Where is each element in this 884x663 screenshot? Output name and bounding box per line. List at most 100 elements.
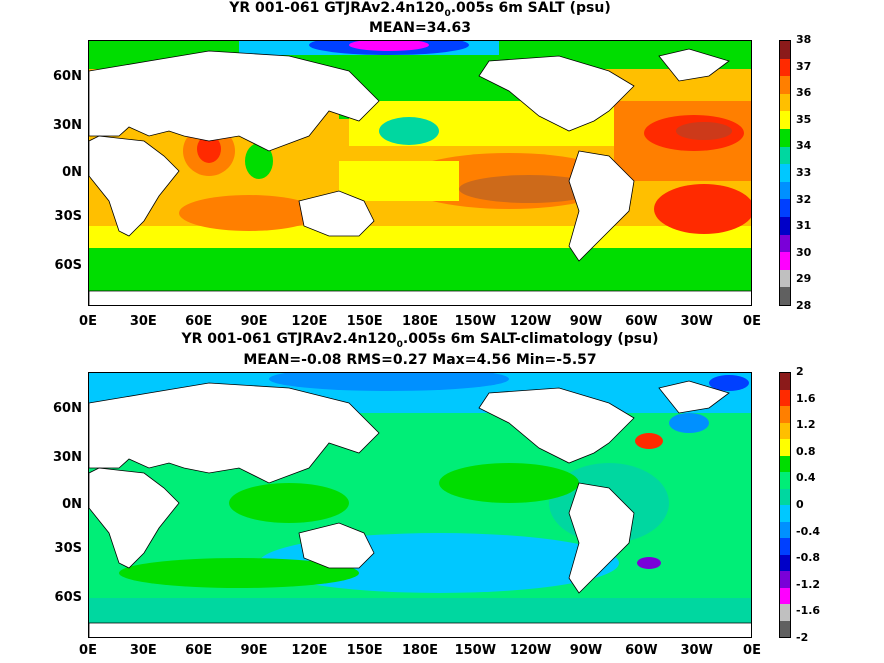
colorbar-swatch bbox=[780, 538, 790, 555]
top-colorbar-label: 33 bbox=[796, 166, 812, 179]
bottom-title: YR 001-061 GTJRAv2.4n1200.005s 6m SALT-c… bbox=[0, 331, 840, 354]
top-lat-label: 30N bbox=[53, 118, 82, 133]
bottom-title-subscript: 0 bbox=[396, 339, 403, 350]
colorbar-swatch bbox=[780, 505, 790, 522]
top-colorbar-label: 32 bbox=[796, 192, 812, 206]
colorbar-swatch bbox=[780, 422, 790, 439]
colorbar-swatch bbox=[780, 439, 790, 456]
colorbar-swatch bbox=[780, 287, 790, 305]
top-lon-label: 60W bbox=[625, 314, 658, 329]
bottom-lon-label: 60W bbox=[625, 643, 658, 658]
colorbar-swatch bbox=[780, 76, 790, 94]
bottom-lon-label: 150E bbox=[346, 643, 383, 658]
colorbar-swatch bbox=[780, 554, 790, 571]
colorbar-swatch bbox=[780, 164, 790, 182]
bottom-lat-label: 0N bbox=[62, 497, 82, 512]
top-colorbar-label: 38 bbox=[796, 33, 812, 46]
bottom-colorbar-label: 0 bbox=[796, 498, 804, 511]
bottom-difference-field bbox=[89, 373, 751, 637]
top-lon-label: 180E bbox=[401, 314, 439, 329]
bottom-lat-label: 30S bbox=[54, 541, 82, 556]
bottom-colorbar-label: -0.4 bbox=[796, 524, 821, 538]
top-colorbar-label: 29 bbox=[796, 272, 812, 286]
top-colorbar-label: 28 bbox=[796, 299, 812, 312]
colorbar-swatch bbox=[780, 216, 790, 235]
colorbar-swatch bbox=[780, 146, 790, 165]
top-lat-label: 30S bbox=[54, 209, 82, 224]
bottom-colorbar-label: -1.2 bbox=[796, 577, 821, 591]
top-title-text: YR 001-061 GTJRAv2.4n120 bbox=[229, 0, 445, 16]
bottom-colorbar-label: 1.2 bbox=[796, 418, 816, 432]
bottom-lat-label: 30N bbox=[53, 450, 82, 465]
top-lat-label: 60N bbox=[53, 69, 82, 84]
top-colorbar-label: 30 bbox=[796, 245, 812, 259]
colorbar-swatch bbox=[780, 571, 790, 588]
top-title-subscript: 0 bbox=[444, 8, 451, 19]
colorbar-swatch bbox=[780, 587, 790, 604]
bottom-title-text-end: .005s 6m SALT-climatology (psu) bbox=[402, 331, 659, 347]
top-lat-label: 60S bbox=[54, 258, 82, 273]
top-colorbar-label: 34 bbox=[796, 139, 812, 153]
top-lon-label: 120E bbox=[291, 314, 328, 329]
bottom-map bbox=[88, 372, 752, 638]
colorbar-swatch bbox=[780, 620, 790, 637]
top-colorbar-label: 36 bbox=[796, 86, 812, 100]
bottom-lon-label: 90W bbox=[569, 643, 603, 658]
top-lon-label: 60E bbox=[185, 314, 213, 329]
top-lon-label: 0E bbox=[743, 314, 761, 329]
bottom-title-text: YR 001-061 GTJRAv2.4n120 bbox=[181, 331, 397, 347]
bottom-colorbar bbox=[779, 372, 791, 638]
bottom-colorbar-label: 0.8 bbox=[796, 444, 816, 458]
top-lat-label: 0N bbox=[62, 165, 82, 180]
top-map bbox=[88, 40, 752, 306]
bottom-colorbar-label: 1.6 bbox=[796, 391, 816, 405]
bottom-lat-label: 60N bbox=[53, 401, 82, 416]
colorbar-swatch bbox=[780, 455, 790, 472]
colorbar-swatch bbox=[780, 128, 790, 147]
bottom-colorbar-label: 0.4 bbox=[796, 471, 816, 485]
bottom-lon-label: 150W bbox=[454, 643, 497, 658]
colorbar-swatch bbox=[780, 199, 790, 217]
colorbar-swatch bbox=[780, 488, 790, 505]
top-lon-label: 30E bbox=[129, 314, 157, 329]
top-colorbar-label: 35 bbox=[796, 112, 812, 126]
colorbar-swatch bbox=[780, 604, 790, 621]
top-lon-label: 30W bbox=[680, 314, 713, 329]
bottom-lon-label: 0E bbox=[743, 643, 761, 658]
bottom-lon-label: 60E bbox=[185, 643, 213, 658]
bottom-lon-label: 30W bbox=[680, 643, 713, 658]
top-lon-label: 0E bbox=[79, 314, 97, 329]
colorbar-swatch bbox=[780, 521, 790, 538]
top-colorbar-label: 31 bbox=[796, 219, 812, 233]
colorbar-swatch bbox=[780, 41, 790, 59]
bottom-lon-label: 90E bbox=[240, 643, 268, 658]
top-lon-label: 90W bbox=[569, 314, 603, 329]
bottom-colorbar-label: 2 bbox=[796, 365, 804, 378]
bottom-lon-label: 120E bbox=[291, 643, 328, 658]
top-lon-label: 90E bbox=[240, 314, 268, 329]
top-stats: MEAN=34.63 bbox=[368, 20, 472, 36]
colorbar-swatch bbox=[780, 252, 790, 270]
top-salinity-field bbox=[89, 41, 751, 305]
bottom-stats: MEAN=-0.08 RMS=0.27 Max=4.56 Min=-5.57 bbox=[243, 352, 597, 368]
colorbar-swatch bbox=[780, 181, 790, 200]
bottom-colorbar-label: -1.6 bbox=[796, 604, 821, 618]
top-colorbar-label: 37 bbox=[796, 59, 812, 73]
top-lon-label: 150E bbox=[346, 314, 383, 329]
colorbar-swatch bbox=[780, 93, 790, 112]
colorbar-swatch bbox=[780, 111, 790, 129]
bottom-colorbar-label: -2 bbox=[796, 631, 809, 644]
bottom-lon-label: 180E bbox=[401, 643, 439, 658]
bottom-lat-label: 60S bbox=[54, 590, 82, 605]
top-lon-label: 120W bbox=[509, 314, 552, 329]
top-colorbar bbox=[779, 40, 791, 306]
colorbar-swatch bbox=[780, 234, 790, 253]
bottom-lon-label: 120W bbox=[509, 643, 552, 658]
bottom-lon-label: 0E bbox=[79, 643, 97, 658]
colorbar-swatch bbox=[780, 406, 790, 423]
colorbar-swatch bbox=[780, 472, 790, 489]
top-lon-label: 150W bbox=[454, 314, 497, 329]
colorbar-swatch bbox=[780, 373, 790, 390]
bottom-lon-label: 30E bbox=[129, 643, 157, 658]
top-title: YR 001-061 GTJRAv2.4n1200.005s 6m SALT (… bbox=[0, 0, 840, 23]
